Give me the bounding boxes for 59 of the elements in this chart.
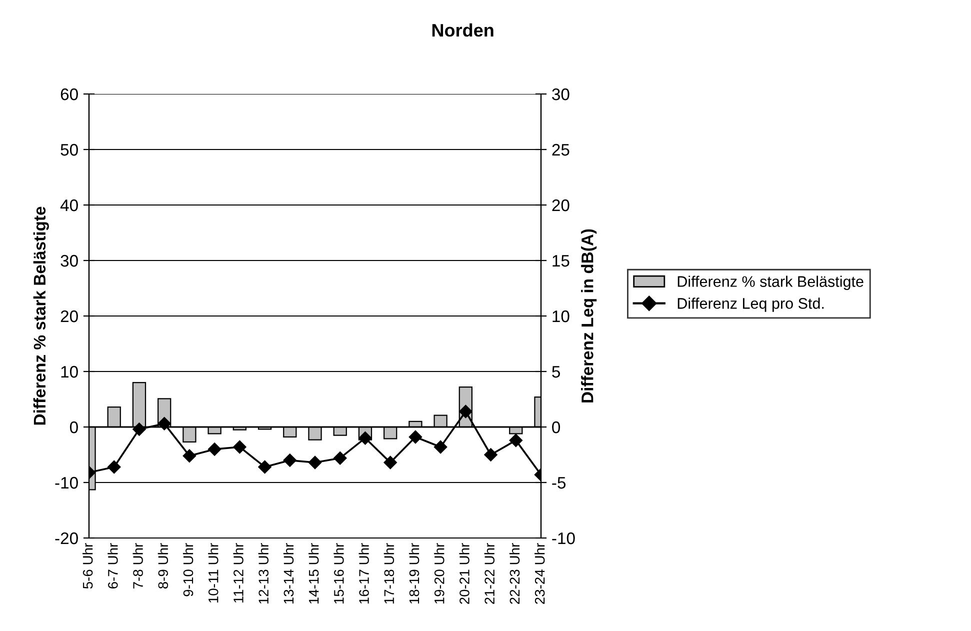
x-tick-label: 21-22 Uhr xyxy=(484,543,495,604)
point xyxy=(158,417,171,430)
point xyxy=(258,460,272,474)
legend-label: Differenz Leq pro Std. xyxy=(678,298,824,312)
x-tick-label: 10-11 Uhr xyxy=(208,543,218,603)
y2-tick-label: 20 xyxy=(552,199,570,212)
x-tick-label: 23-24 Uhr xyxy=(534,543,545,604)
x-tick-label: 22-23 Uhr xyxy=(509,543,520,604)
y-tick-label: 30 xyxy=(60,254,78,267)
y2-axis-title: Differenz Leq in dB(A) xyxy=(581,229,597,402)
x-tick-label: 17-18 Uhr xyxy=(384,543,394,604)
point xyxy=(182,449,196,462)
y2-tick-label: -5 xyxy=(552,477,566,489)
x-tick-label: 12-13 Uhr xyxy=(258,543,269,604)
y-tick-label: 10 xyxy=(61,366,78,378)
point xyxy=(384,456,397,470)
point xyxy=(132,422,146,436)
x-tick-label: 6-7 Uhr xyxy=(108,543,118,588)
chart-title: Norden xyxy=(432,23,494,37)
y-axis-title: Differenz % stark Belästigte xyxy=(33,206,49,425)
point xyxy=(408,430,422,444)
x-tick-label: 18-19 Uhr xyxy=(408,543,420,604)
y-tick-label: -20 xyxy=(55,532,78,544)
x-tick-label: 14-15 Uhr xyxy=(308,543,319,604)
point xyxy=(208,442,222,456)
point xyxy=(459,404,472,418)
x-tick-label: 13-14 Uhr xyxy=(283,543,294,604)
point xyxy=(358,432,372,445)
point xyxy=(509,434,522,447)
y2-tick-label: 30 xyxy=(552,88,570,100)
y-tick-label: 60 xyxy=(60,88,78,100)
y-tick-label: 0 xyxy=(70,421,78,434)
x-tick-label: 5-6 Uhr xyxy=(82,543,93,589)
y-tick-label: 20 xyxy=(60,310,78,322)
y2-tick-label: -10 xyxy=(552,532,575,544)
y2-tick-label: 5 xyxy=(552,366,560,378)
point xyxy=(434,440,448,454)
point xyxy=(308,456,322,470)
y-tick-label: -10 xyxy=(55,476,78,489)
x-tick-label: 11-12 Uhr xyxy=(233,543,244,603)
point xyxy=(108,460,121,474)
y-tick-label: 50 xyxy=(60,144,78,156)
x-tick-label: 8-9 Uhr xyxy=(158,543,168,589)
x-tick-label: 7-8 Uhr xyxy=(132,543,143,588)
y2-tick-label: 15 xyxy=(552,255,570,267)
x-tick-label: 20-21 Uhr xyxy=(459,543,470,604)
x-tick-label: 16-17 Uhr xyxy=(358,543,369,604)
point xyxy=(484,448,498,462)
legend-label: Differenz % stark Belästigte xyxy=(678,276,864,290)
y-tick-label: 40 xyxy=(60,199,78,212)
x-tick-label: 15-16 Uhr xyxy=(334,543,344,604)
point xyxy=(334,451,347,465)
x-tick-label: 19-20 Uhr xyxy=(434,543,444,604)
x-tick-label: 9-10 Uhr xyxy=(182,543,194,596)
point xyxy=(233,440,246,454)
y2-tick-label: 25 xyxy=(552,144,570,156)
y2-tick-label: 0 xyxy=(552,421,560,434)
y2-tick-label: 10 xyxy=(552,310,570,322)
point xyxy=(283,454,296,467)
